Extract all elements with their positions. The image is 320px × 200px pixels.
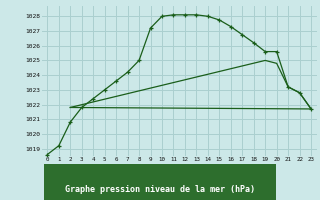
Text: Graphe pression niveau de la mer (hPa): Graphe pression niveau de la mer (hPa) [65, 185, 255, 194]
